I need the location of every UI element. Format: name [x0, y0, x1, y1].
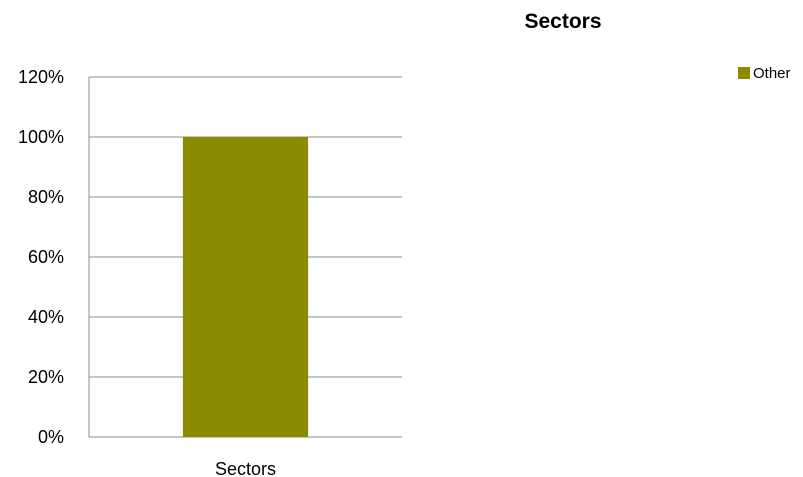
legend-label: Other — [753, 65, 791, 82]
bar-other — [182, 137, 309, 437]
x-axis: Sectors — [215, 459, 276, 477]
y-tick-label: 60% — [28, 247, 64, 267]
y-tick-label: 20% — [28, 367, 64, 387]
y-tick-label: 100% — [18, 127, 64, 147]
y-tick-label: 120% — [18, 67, 64, 87]
chart-title: Sectors — [524, 10, 601, 33]
y-axis: 0% 20% 40% 60% 80% 100% 120% — [18, 67, 90, 447]
legend: Other — [738, 65, 791, 82]
x-tick-label: Sectors — [215, 459, 276, 477]
y-tick-label: 0% — [38, 427, 64, 447]
y-tick-label: 40% — [28, 307, 64, 327]
plot-area — [182, 137, 309, 437]
legend-swatch — [738, 67, 750, 79]
y-tick-label: 80% — [28, 187, 64, 207]
